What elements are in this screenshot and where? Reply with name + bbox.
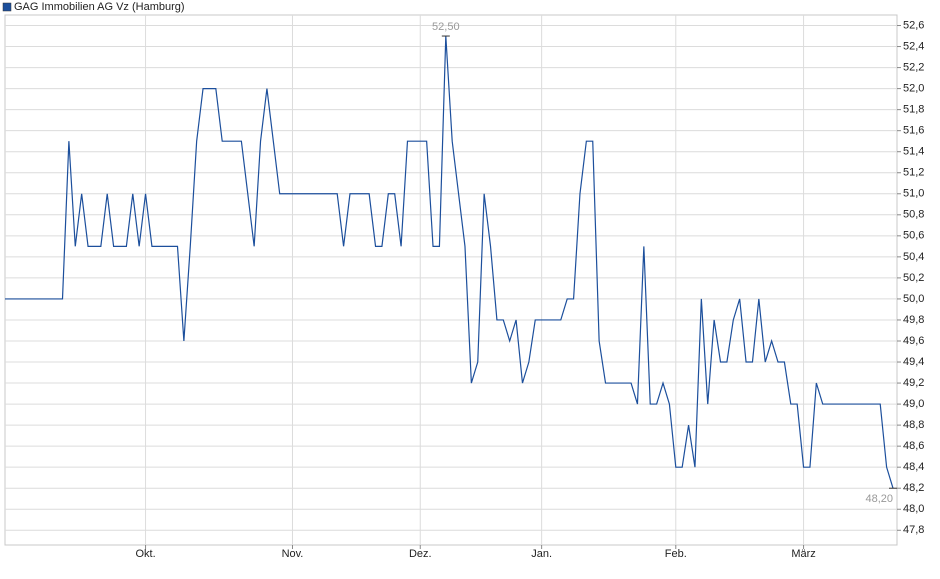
y-tick-label: 49,0 [903,398,924,410]
y-tick-label: 50,0 [903,293,924,305]
y-tick-label: 48,4 [903,461,924,473]
y-tick-label: 50,6 [903,230,924,242]
y-tick-label: 47,8 [903,524,924,536]
y-tick-label: 52,4 [903,40,924,52]
legend-label: GAG Immobilien AG Vz (Hamburg) [14,1,185,13]
x-tick-label: Dez. [409,548,432,560]
legend-swatch [2,2,12,12]
x-tick-label: März [791,548,815,560]
x-tick-label: Nov. [282,548,304,560]
price-line [5,35,894,489]
y-tick-label: 52,0 [903,83,924,95]
x-tick-label: Jan. [531,548,552,560]
y-tick-label: 48,6 [903,440,924,452]
y-tick-label: 51,2 [903,167,924,179]
annotation-label: 48,20 [865,493,893,505]
y-tick-label: 51,0 [903,188,924,200]
x-tick-label: Feb. [665,548,687,560]
y-tick-label: 52,6 [903,19,924,31]
y-tick-label: 49,8 [903,314,924,326]
y-tick-label: 51,8 [903,104,924,116]
y-tick-label: 49,4 [903,356,924,368]
y-tick-label: 50,8 [903,209,924,221]
y-tick-label: 49,2 [903,377,924,389]
y-tick-label: 52,2 [903,61,924,73]
y-tick-label: 48,8 [903,419,924,431]
y-tick-label: 50,4 [903,251,924,263]
annotation-label: 52,50 [432,21,460,33]
y-tick-label: 48,0 [903,503,924,515]
plot-frame [4,14,898,546]
y-tick-label: 51,6 [903,125,924,137]
y-tick-label: 48,2 [903,482,924,494]
y-tick-label: 50,2 [903,272,924,284]
x-tick-label: Okt. [135,548,155,560]
y-tick-label: 51,4 [903,146,924,158]
y-tick-label: 49,6 [903,335,924,347]
